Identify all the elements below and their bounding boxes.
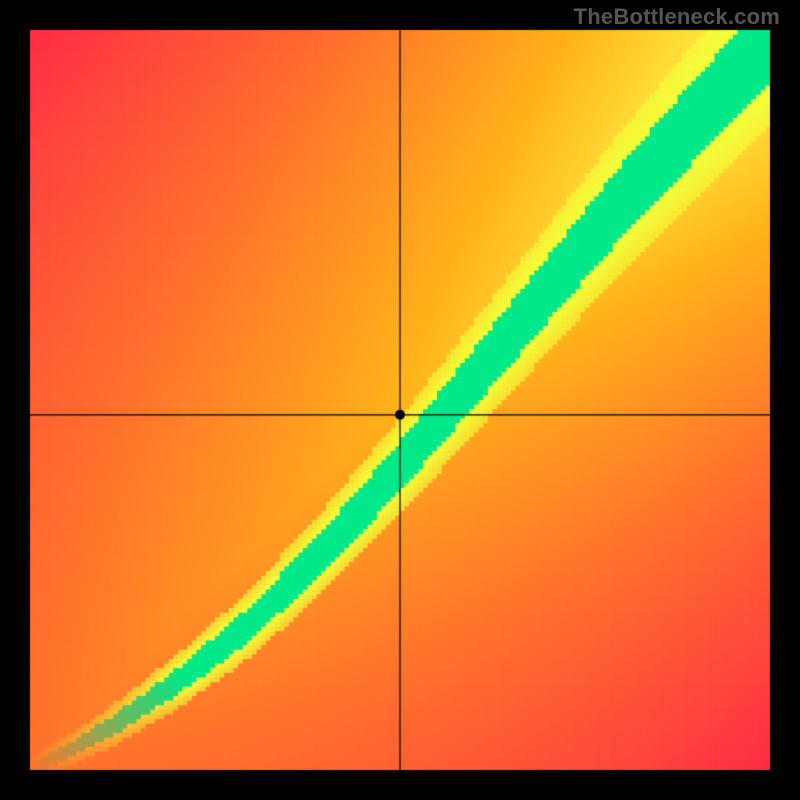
watermark-text: TheBottleneck.com: [574, 4, 780, 30]
chart-container: TheBottleneck.com: [0, 0, 800, 800]
heatmap-canvas: [0, 0, 800, 800]
